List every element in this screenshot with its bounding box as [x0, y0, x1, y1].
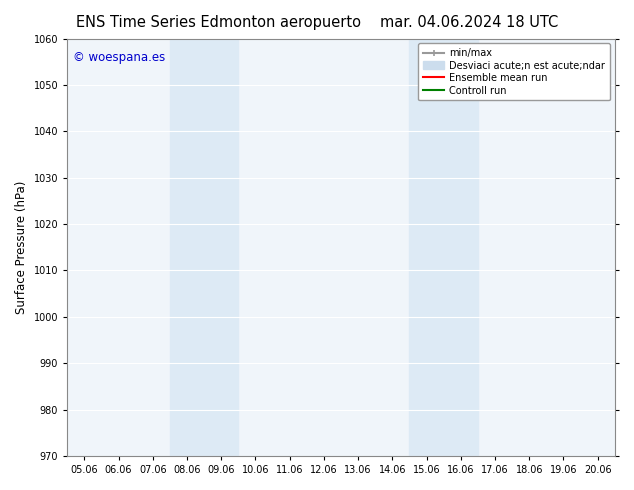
Y-axis label: Surface Pressure (hPa): Surface Pressure (hPa) [15, 181, 28, 314]
Bar [410, 39, 478, 456]
Text: ENS Time Series Edmonton aeropuerto: ENS Time Series Edmonton aeropuerto [76, 15, 361, 30]
Bar [170, 39, 238, 456]
Legend: min/max, Desviaci acute;n est acute;ndar, Ensemble mean run, Controll run: min/max, Desviaci acute;n est acute;ndar… [418, 44, 610, 100]
Text: mar. 04.06.2024 18 UTC: mar. 04.06.2024 18 UTC [380, 15, 558, 30]
Text: © woespana.es: © woespana.es [73, 51, 165, 64]
